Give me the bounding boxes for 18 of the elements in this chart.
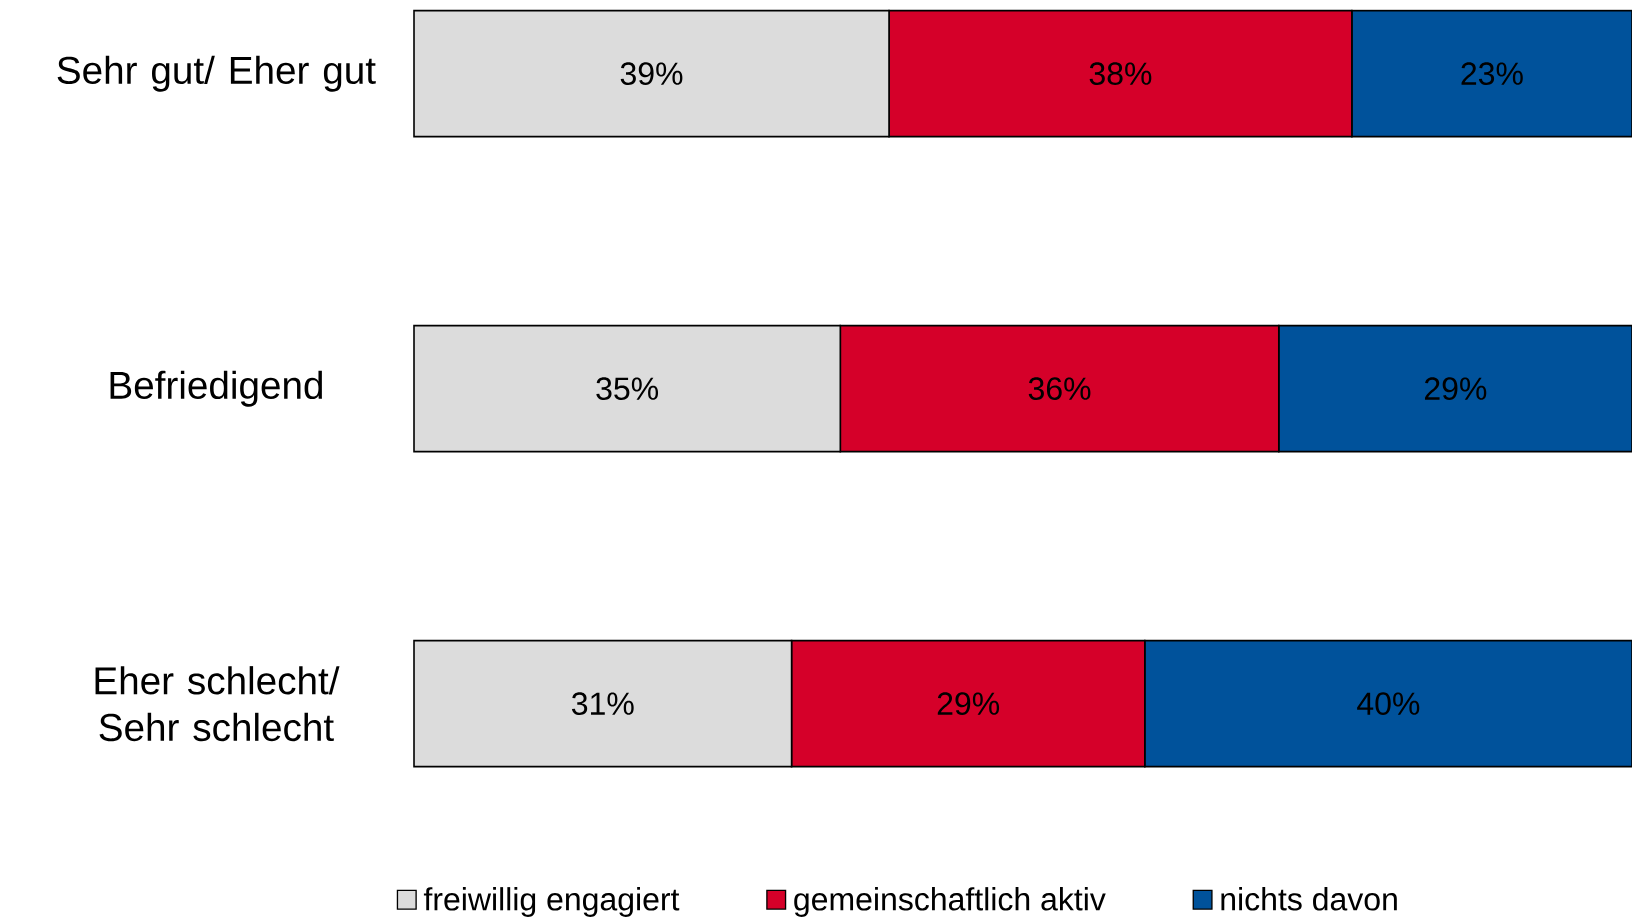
legend-label: freiwillig engagiert (423, 887, 680, 917)
data-label: 38% (1089, 62, 1152, 85)
data-label: 23% (1461, 62, 1523, 85)
data-label: 40% (1357, 692, 1420, 715)
data-label: 31% (571, 692, 634, 715)
data-label: 36% (1028, 377, 1091, 400)
bar (1277, 324, 1632, 453)
y-tick-label: Befriedigend (110, 370, 322, 407)
data-label: 29% (937, 692, 1000, 715)
data-label: 35% (596, 377, 659, 400)
data-label: 29% (1424, 377, 1487, 400)
data-label: 39% (620, 62, 683, 85)
legend-label: nichts davon (1221, 887, 1397, 911)
y-tick-label: Sehr gut/ Eher gut (57, 55, 376, 92)
bar (1144, 639, 1632, 768)
legend-label: gemeinschaftlich aktiv (794, 887, 1106, 917)
y-tick-label: Eher schlecht/ Sehr schlecht (95, 666, 340, 742)
bar (1351, 9, 1632, 138)
